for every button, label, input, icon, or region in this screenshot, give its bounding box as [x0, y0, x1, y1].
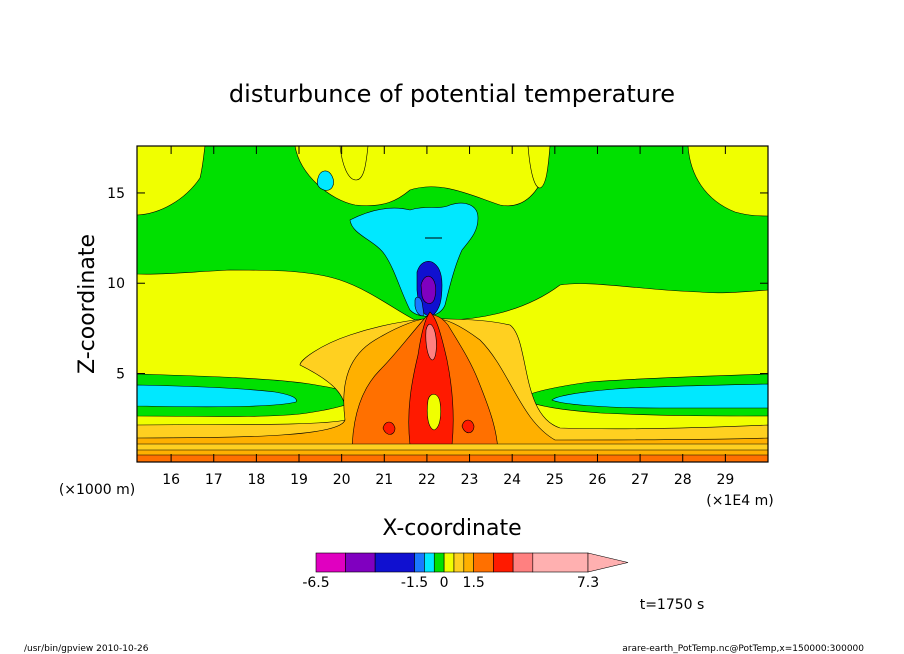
upper-cyan-region: [349, 202, 479, 317]
y-axis: 5 10 15: [107, 186, 768, 383]
footer-left: /usr/bin/gpview 2010-10-26: [24, 644, 149, 654]
colorbar-segment-9: [473, 552, 494, 573]
colorbar-segment-10: [493, 552, 514, 573]
y-axis-title: Z-coordinate: [75, 234, 100, 374]
x-axis: 16 17 18 19 20 21 22 23 24 25 26 27 28 29: [162, 146, 734, 488]
light-blue-plume: [414, 296, 425, 317]
x-tick-label-1: 17: [205, 472, 223, 488]
warm-pink-core: [425, 323, 437, 361]
lower-left-cyan-band: [137, 384, 297, 408]
colorbar-segment-6: [443, 552, 455, 573]
x-tick-label-0: 16: [162, 472, 180, 488]
purple-plume: [420, 275, 437, 304]
colorbar-label-2: 0: [440, 575, 449, 591]
colorbar-segment-8: [463, 552, 474, 573]
y-tick-label-0: 5: [116, 367, 125, 383]
lower-right-cyan-band: [551, 383, 768, 409]
y-tick-label-2: 15: [107, 186, 125, 202]
z-unit-label: (×1000 m): [59, 482, 135, 498]
green-island-top-left: [339, 146, 369, 181]
colorbar-label-3: 1.5: [463, 575, 485, 591]
x-tick-label-5: 21: [375, 472, 393, 488]
colorbar-segment-1: [345, 552, 376, 573]
x-unit-label: (×1E4 m): [706, 493, 773, 509]
colorbar: -6.5 -1.5 0 1.5 7.3: [302, 552, 629, 591]
x-tick-label-3: 19: [290, 472, 308, 488]
colorbar-segment-11: [512, 552, 534, 573]
ground-stripe-1: [137, 444, 768, 450]
ground-stripe-3: [137, 455, 768, 462]
green-island-top-right: [527, 146, 551, 189]
x-tick-label-8: 24: [503, 472, 521, 488]
colorbar-label-0: -6.5: [302, 575, 329, 591]
colorbar-label-4: 7.3: [577, 575, 599, 591]
chart-title: disturbunce of potential temperature: [229, 80, 675, 108]
x-tick-label-7: 23: [461, 472, 479, 488]
colorbar-segment-5: [433, 552, 445, 573]
ground-stripe-2: [137, 450, 768, 455]
time-label: t=1750 s: [640, 597, 705, 613]
warm-red-dot-left: [382, 421, 396, 435]
x-tick-label-4: 20: [333, 472, 351, 488]
colorbar-segment-7: [453, 552, 465, 573]
footer-right: arare-earth_PotTemp.nc@PotTemp,x=150000:…: [622, 644, 864, 654]
colorbar-segment-0: [315, 552, 346, 573]
x-tick-label-9: 25: [546, 472, 564, 488]
warm-yellow-blob: [426, 393, 442, 431]
x-tick-label-11: 27: [631, 472, 649, 488]
x-tick-label-13: 29: [716, 472, 734, 488]
cyan-small-patch: [316, 170, 334, 191]
x-tick-label-6: 22: [418, 472, 436, 488]
x-tick-label-12: 28: [674, 472, 692, 488]
y-tick-label-1: 10: [107, 276, 125, 292]
colorbar-segment-12: [532, 552, 589, 573]
x-tick-label-10: 26: [589, 472, 607, 488]
colorbar-extension-arrow: [587, 552, 629, 573]
warm-red-core: [408, 311, 454, 446]
contour-field: [137, 146, 768, 462]
x-axis-title: X-coordinate: [382, 516, 521, 541]
colorbar-segment-4: [424, 552, 435, 573]
plot-frame: [136, 145, 769, 463]
colorbar-label-1: -1.5: [401, 575, 428, 591]
colorbar-segment-3: [414, 552, 425, 573]
warm-red-dot-right: [461, 419, 475, 434]
colorbar-segment-2: [374, 552, 415, 573]
x-tick-label-2: 18: [247, 472, 265, 488]
